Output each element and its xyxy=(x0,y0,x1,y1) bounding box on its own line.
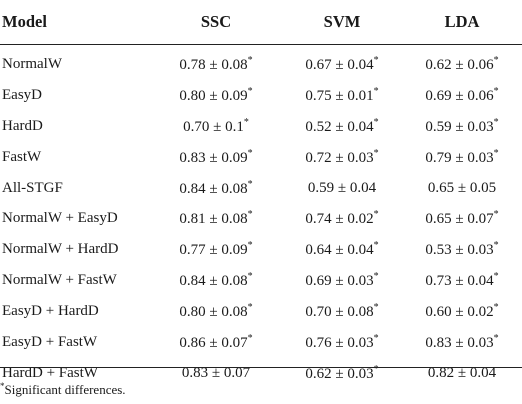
significance-marker: * xyxy=(373,332,379,344)
row-svm-cell: 0.62 ± 0.03* xyxy=(305,363,379,382)
significance-marker: * xyxy=(247,302,253,314)
row-lda-cell: 0.62 ± 0.06* xyxy=(425,54,499,73)
row-ssc-cell: 0.86 ± 0.07* xyxy=(179,332,253,351)
table-row: NormalW + HardD 0.77 ± 0.09* 0.64 ± 0.04* 0… xyxy=(0,234,522,265)
significance-marker: * xyxy=(247,178,253,190)
footnote: *Significant differences. xyxy=(0,381,126,398)
significance-marker: * xyxy=(243,116,249,128)
significance-marker: * xyxy=(247,85,253,97)
significance-marker: * xyxy=(247,271,253,283)
table-row: NormalW + EasyD 0.81 ± 0.08* 0.74 ± 0.02* 0… xyxy=(0,203,522,234)
row-ssc-cell: 0.70 ± 0.1* xyxy=(183,116,249,135)
table-row: HardD + FastW 0.83 ± 0.07 0.62 ± 0.03* 0.82… xyxy=(0,358,522,389)
footnote-text: Significant differences. xyxy=(4,382,126,397)
row-svm-cell: 0.76 ± 0.03* xyxy=(305,332,379,351)
row-svm-cell: 0.74 ± 0.02* xyxy=(305,209,379,228)
significance-marker: * xyxy=(373,363,379,375)
table-row: EasyD + FastW 0.86 ± 0.07* 0.76 ± 0.03* 0.8… xyxy=(0,327,522,358)
significance-marker: * xyxy=(373,85,379,97)
row-lda-cell: 0.73 ± 0.04* xyxy=(425,271,499,290)
results-table: Model SSC SVM LDA NormalW 0.78 ± 0.08* 0.6… xyxy=(0,0,522,389)
significance-marker: * xyxy=(247,54,253,66)
row-lda-cell: 0.83 ± 0.03* xyxy=(425,332,499,351)
table-row: HardD 0.70 ± 0.1* 0.52 ± 0.04* 0.59 ± 0.03* xyxy=(0,111,522,142)
table-row: FastW 0.83 ± 0.09* 0.72 ± 0.03* 0.79 ± 0.03… xyxy=(0,142,522,173)
significance-marker: * xyxy=(247,147,253,159)
row-lda-cell: 0.53 ± 0.03* xyxy=(425,240,499,259)
significance-marker: * xyxy=(373,271,379,283)
table-row: EasyD 0.80 ± 0.09* 0.75 ± 0.01* 0.69 ± 0.06… xyxy=(0,80,522,111)
significance-marker: * xyxy=(373,147,379,159)
row-model-cell: NormalW + HardD xyxy=(2,241,119,258)
row-model-cell: EasyD xyxy=(2,86,42,103)
significance-marker: * xyxy=(493,54,499,66)
significance-marker: * xyxy=(247,209,253,221)
row-svm-cell: 0.70 ± 0.08* xyxy=(305,302,379,321)
significance-marker: * xyxy=(373,302,379,314)
row-svm-cell: 0.67 ± 0.04* xyxy=(305,54,379,73)
significance-marker: * xyxy=(493,116,499,128)
significance-marker: * xyxy=(493,271,499,283)
row-ssc-cell: 0.77 ± 0.09* xyxy=(179,240,253,259)
significance-marker: * xyxy=(493,332,499,344)
row-model-cell: EasyD + FastW xyxy=(2,333,98,350)
significance-marker: * xyxy=(373,240,379,252)
row-model-cell: EasyD + HardD xyxy=(2,303,99,320)
header-lda: LDA xyxy=(402,0,522,45)
header-row: Model SSC SVM LDA xyxy=(0,0,522,45)
row-ssc-cell: 0.84 ± 0.08* xyxy=(179,178,253,197)
footnote-marker: * xyxy=(0,381,5,391)
row-model-cell: NormalW + EasyD xyxy=(2,210,118,227)
row-ssc-cell: 0.84 ± 0.08* xyxy=(179,271,253,290)
significance-marker: * xyxy=(493,85,499,97)
significance-marker: * xyxy=(493,302,499,314)
row-model-cell: HardD xyxy=(2,117,43,134)
header-svm: SVM xyxy=(282,0,402,45)
significance-marker: * xyxy=(247,332,253,344)
significance-marker: * xyxy=(247,240,253,252)
row-svm-cell: 0.59 ± 0.04 xyxy=(307,179,377,196)
row-lda-cell: 0.69 ± 0.06* xyxy=(425,85,499,104)
row-ssc-cell: 0.80 ± 0.09* xyxy=(179,85,253,104)
row-lda-cell: 0.65 ± 0.05 xyxy=(427,179,497,196)
bottom-rule xyxy=(0,367,522,368)
row-svm-cell: 0.64 ± 0.04* xyxy=(305,240,379,259)
significance-marker: * xyxy=(373,209,379,221)
row-svm-cell: 0.75 ± 0.01* xyxy=(305,85,379,104)
significance-marker: * xyxy=(493,240,499,252)
row-ssc-cell: 0.78 ± 0.08* xyxy=(179,54,253,73)
row-lda-cell: 0.59 ± 0.03* xyxy=(425,116,499,135)
row-svm-cell: 0.72 ± 0.03* xyxy=(305,147,379,166)
row-model-cell: HardD + FastW xyxy=(2,364,98,381)
row-ssc-cell: 0.81 ± 0.08* xyxy=(179,209,253,228)
table-row: EasyD + HardD 0.80 ± 0.08* 0.70 ± 0.08* 0.6… xyxy=(0,296,522,327)
table-row: NormalW 0.78 ± 0.08* 0.67 ± 0.04* 0.62 ± 0.… xyxy=(0,45,522,80)
row-lda-cell: 0.82 ± 0.04 xyxy=(427,364,497,381)
row-svm-cell: 0.52 ± 0.04* xyxy=(305,116,379,135)
row-ssc-cell: 0.83 ± 0.09* xyxy=(179,147,253,166)
row-model-cell: FastW xyxy=(2,148,42,165)
table-row: All-STGF 0.84 ± 0.08* 0.59 ± 0.04 0.65 ± 0.… xyxy=(0,173,522,204)
row-ssc-cell: 0.83 ± 0.07 xyxy=(181,364,251,381)
significance-marker: * xyxy=(373,54,379,66)
row-model-cell: NormalW xyxy=(2,55,62,72)
table-body: NormalW 0.78 ± 0.08* 0.67 ± 0.04* 0.62 ± 0.… xyxy=(0,45,522,389)
significance-marker: * xyxy=(373,116,379,128)
row-model-cell: All-STGF xyxy=(2,179,63,196)
row-lda-cell: 0.60 ± 0.02* xyxy=(425,302,499,321)
table-row: NormalW + FastW 0.84 ± 0.08* 0.69 ± 0.03* 0… xyxy=(0,265,522,296)
significance-marker: * xyxy=(493,209,499,221)
significance-marker: * xyxy=(493,147,499,159)
row-lda-cell: 0.79 ± 0.03* xyxy=(425,147,499,166)
header-model: Model xyxy=(0,0,150,45)
row-svm-cell: 0.69 ± 0.03* xyxy=(305,271,379,290)
row-model-cell: NormalW + FastW xyxy=(2,272,117,289)
header-ssc: SSC xyxy=(150,0,282,45)
row-ssc-cell: 0.80 ± 0.08* xyxy=(179,302,253,321)
row-lda-cell: 0.65 ± 0.07* xyxy=(425,209,499,228)
